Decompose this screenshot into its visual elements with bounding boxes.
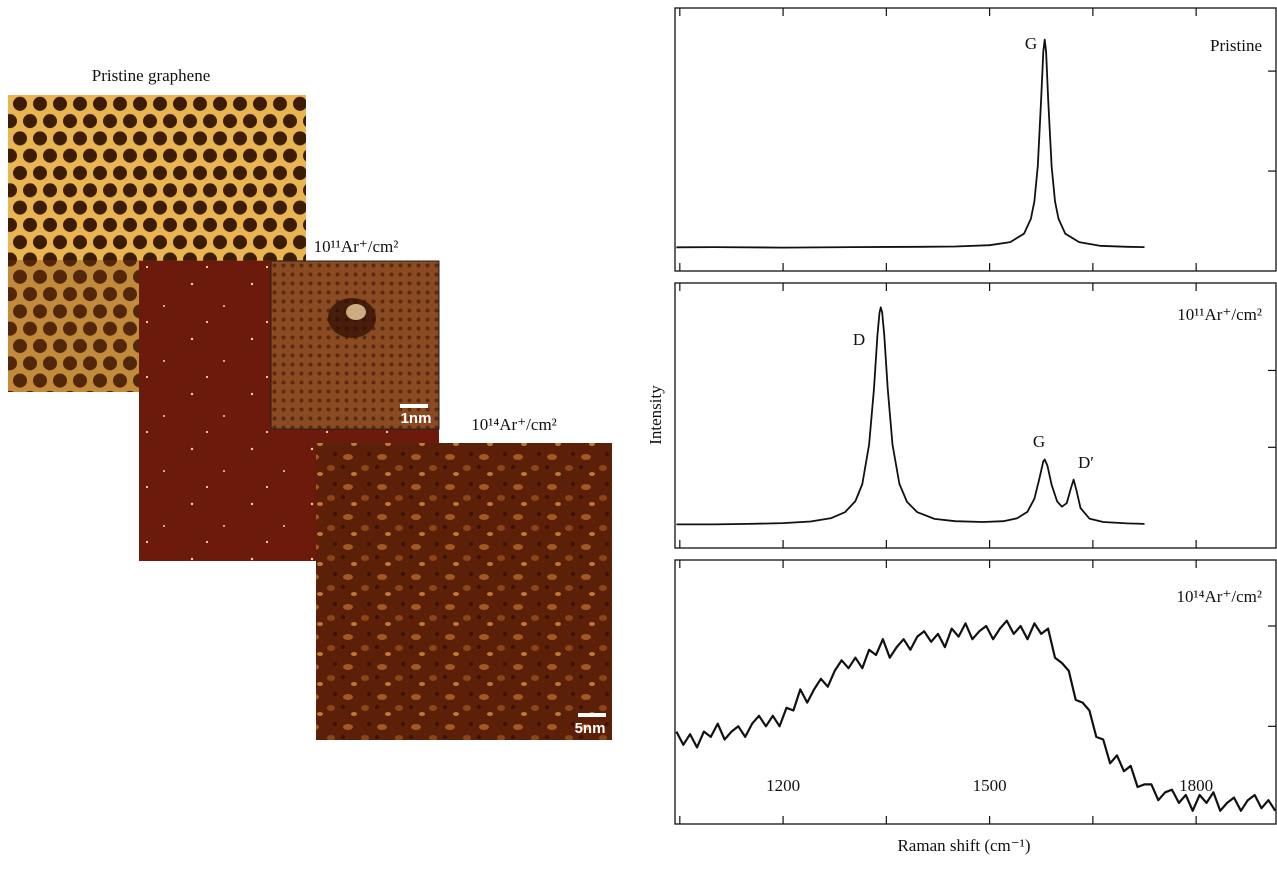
defect bbox=[346, 304, 366, 320]
stm-inset bbox=[270, 260, 440, 430]
plot-frame bbox=[674, 559, 1277, 825]
x-tick-label: 1500 bbox=[973, 776, 1007, 795]
peak-label: G bbox=[1033, 432, 1045, 451]
image-label: Pristine graphene bbox=[92, 66, 211, 85]
panel-label: Pristine bbox=[1210, 36, 1262, 55]
scale-bar-label: 5nm bbox=[575, 720, 606, 737]
panel-label: 10¹¹Ar⁺/cm² bbox=[1177, 305, 1262, 324]
scale-bar-label: 1nm bbox=[401, 410, 432, 427]
peak-label: G bbox=[1025, 34, 1037, 53]
stm-image bbox=[316, 443, 612, 740]
image-label: 10¹¹Ar⁺/cm² bbox=[314, 237, 399, 256]
plot-frame bbox=[674, 282, 1277, 549]
plot-frame bbox=[674, 7, 1277, 272]
panel-label: 10¹⁴Ar⁺/cm² bbox=[1176, 587, 1262, 606]
scale-bar bbox=[578, 713, 606, 717]
peak-label: D′ bbox=[1078, 453, 1094, 472]
peak-label: D bbox=[853, 330, 865, 349]
x-tick-label: 1800 bbox=[1179, 776, 1213, 795]
spectrum-line bbox=[676, 38, 1145, 249]
y-axis-label: Intensity bbox=[646, 385, 665, 445]
scale-bar bbox=[400, 404, 428, 408]
image-label: 10¹⁴Ar⁺/cm² bbox=[471, 415, 557, 434]
spectrum-line bbox=[675, 619, 1277, 812]
spectrum-line bbox=[676, 306, 1145, 526]
x-axis-label: Raman shift (cm⁻¹) bbox=[897, 836, 1030, 855]
x-tick-label: 1200 bbox=[766, 776, 800, 795]
